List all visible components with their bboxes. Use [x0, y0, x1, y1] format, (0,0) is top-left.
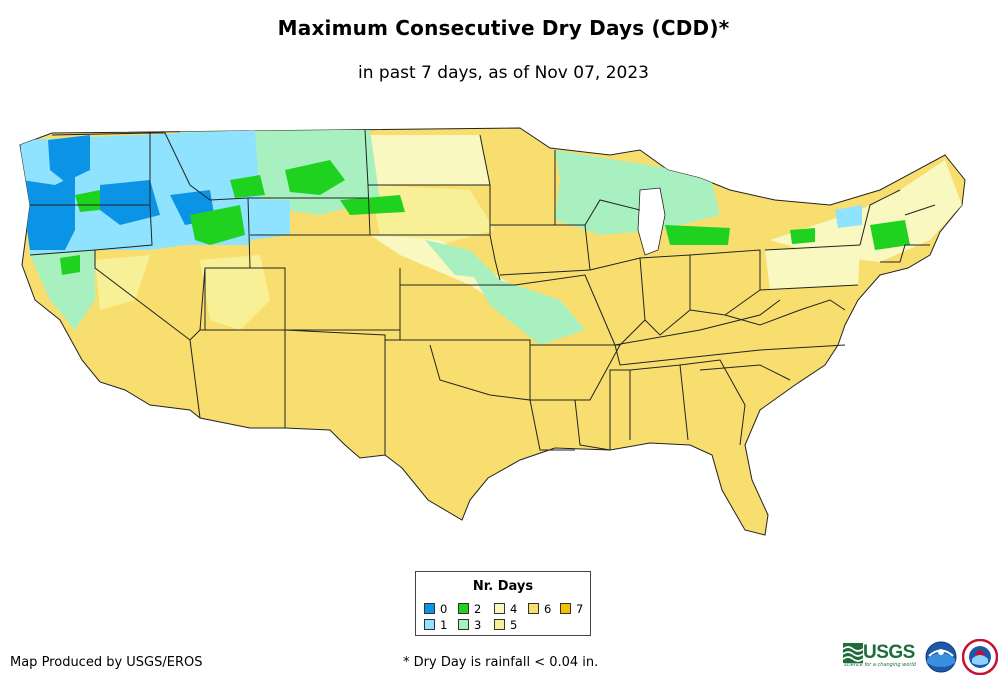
zone-3-days-kansas: [470, 270, 585, 345]
lake-michigan: [637, 187, 666, 256]
legend-label-7: 7: [576, 602, 584, 616]
usgs-tagline: science for a changing world: [844, 662, 916, 668]
zone-3-days-nebraska: [425, 240, 500, 280]
zone-5-days-west: [200, 255, 270, 330]
zone-4-days-northeast: [770, 160, 962, 262]
zone-2-days-new-york: [790, 228, 815, 244]
map-subtitle: in past 7 days, as of Nov 07, 2023: [358, 63, 649, 83]
zone-2-days-idaho: [190, 205, 245, 245]
zone-2-days-new-england: [870, 220, 910, 250]
zone-2-days-oregon: [75, 190, 100, 212]
zone-0-days-coast: [22, 175, 75, 250]
state-borders: [29, 129, 936, 455]
legend-item-0: 0: [424, 603, 447, 615]
legend-title: Nr. Days: [472, 579, 534, 594]
legend-swatch-6: [528, 603, 539, 614]
usgs-wave-icon: [843, 643, 863, 663]
zone-1-day-lake-ontario: [835, 205, 862, 228]
legend-swatch-3: [458, 619, 469, 630]
legend-item-2: 2: [458, 603, 481, 615]
legend-label-1: 1: [440, 618, 448, 632]
legend-label-6: 6: [544, 602, 552, 616]
legend-swatch-7: [560, 603, 571, 614]
legend-label-4: 4: [510, 602, 518, 616]
legend-item-7: 7: [560, 603, 583, 615]
legend-swatch-4: [494, 603, 505, 614]
legend-item-3: 3: [458, 619, 481, 631]
nws-logo-icon[interactable]: [962, 639, 998, 675]
usgs-logo[interactable]: USGS science for a changing world: [843, 642, 919, 668]
legend-swatch-0: [424, 603, 435, 614]
legend-item-6: 6: [528, 603, 551, 615]
legend-item-4: 4: [494, 603, 517, 615]
zone-0-days-puget: [48, 135, 90, 182]
zone-0-days-idaho: [100, 180, 160, 225]
legend: Nr. Days 0 1 2 3 4 5 6 7: [415, 571, 591, 636]
zone-2-days-wyoming: [340, 195, 405, 215]
legend-swatch-1: [424, 619, 435, 630]
legend-label-3: 3: [474, 618, 482, 632]
legend-label-5: 5: [510, 618, 518, 632]
zone-1-day-wyoming: [245, 200, 290, 240]
zone-2-days-montana-a: [285, 160, 345, 195]
legend-swatch-2: [458, 603, 469, 614]
zone-2-days-montana-b: [230, 175, 265, 198]
noaa-logo-icon[interactable]: [925, 641, 957, 673]
footnote: * Dry Day is rainfall < 0.04 in.: [403, 655, 599, 670]
legend-item-5: 5: [494, 619, 517, 631]
zone-5-days-nevada: [95, 255, 150, 310]
legend-item-1: 1: [424, 619, 447, 631]
map-credit: Map Produced by USGS/EROS: [10, 655, 203, 670]
legend-label-0: 0: [440, 602, 448, 616]
zone-4-days-pennsylvania: [765, 248, 860, 290]
zone-2-days-michigan: [665, 225, 730, 245]
zone-2-days-california: [60, 255, 80, 275]
usgs-wordmark: USGS: [863, 642, 915, 663]
legend-label-2: 2: [474, 602, 482, 616]
legend-swatch-5: [494, 619, 505, 630]
map-title: Maximum Consecutive Dry Days (CDD)*: [277, 16, 730, 40]
